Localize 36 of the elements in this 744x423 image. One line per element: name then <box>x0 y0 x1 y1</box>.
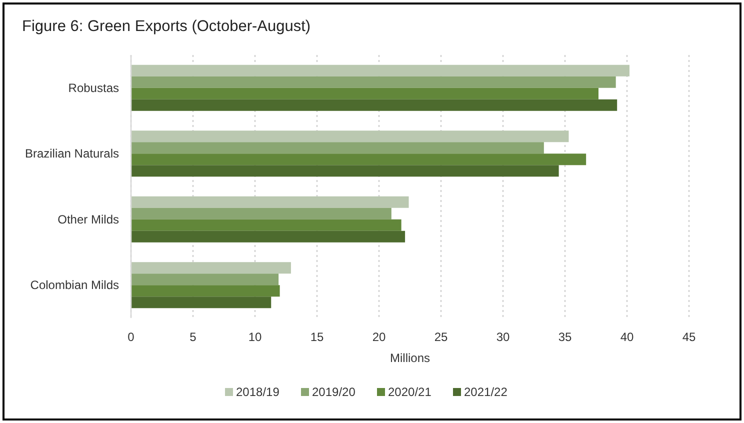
bar <box>131 88 598 100</box>
y-tick-label: Other Milds <box>58 212 119 226</box>
x-tick-label: 30 <box>496 330 510 344</box>
x-tick-label: 40 <box>620 330 634 344</box>
bar <box>131 196 409 208</box>
x-tick-label: 25 <box>434 330 448 344</box>
y-tick-label: Robustas <box>68 80 119 95</box>
x-axis-title: Millions <box>390 351 430 365</box>
x-tick-label: 35 <box>558 330 572 344</box>
x-tick-label: 5 <box>190 330 197 344</box>
bar <box>131 230 406 242</box>
x-tick-label: 45 <box>682 330 696 344</box>
bar <box>131 64 630 76</box>
bar <box>131 208 392 220</box>
legend-label: 2020/21 <box>388 385 432 399</box>
x-tick-label: 0 <box>128 330 135 344</box>
bar <box>131 296 272 308</box>
bar <box>131 274 279 286</box>
bar <box>131 285 280 297</box>
y-tick-label: Brazilian Naturals <box>24 146 119 161</box>
bar <box>131 262 291 274</box>
bar <box>131 154 586 166</box>
x-tick-label: 10 <box>248 330 262 344</box>
x-tick-label: 15 <box>310 330 324 344</box>
legend-label: 2021/22 <box>464 385 508 399</box>
chart-title: Figure 6: Green Exports (October-August) <box>22 18 311 35</box>
bar <box>131 219 402 231</box>
bar <box>131 76 616 88</box>
legend-label: 2019/20 <box>312 385 356 399</box>
legend-label: 2018/19 <box>236 385 280 399</box>
bar <box>131 142 544 154</box>
x-tick-label: 20 <box>372 330 386 344</box>
bar <box>131 130 569 142</box>
bar <box>131 165 559 177</box>
y-tick-label: Colombian Milds <box>30 278 119 292</box>
bar <box>131 99 618 111</box>
